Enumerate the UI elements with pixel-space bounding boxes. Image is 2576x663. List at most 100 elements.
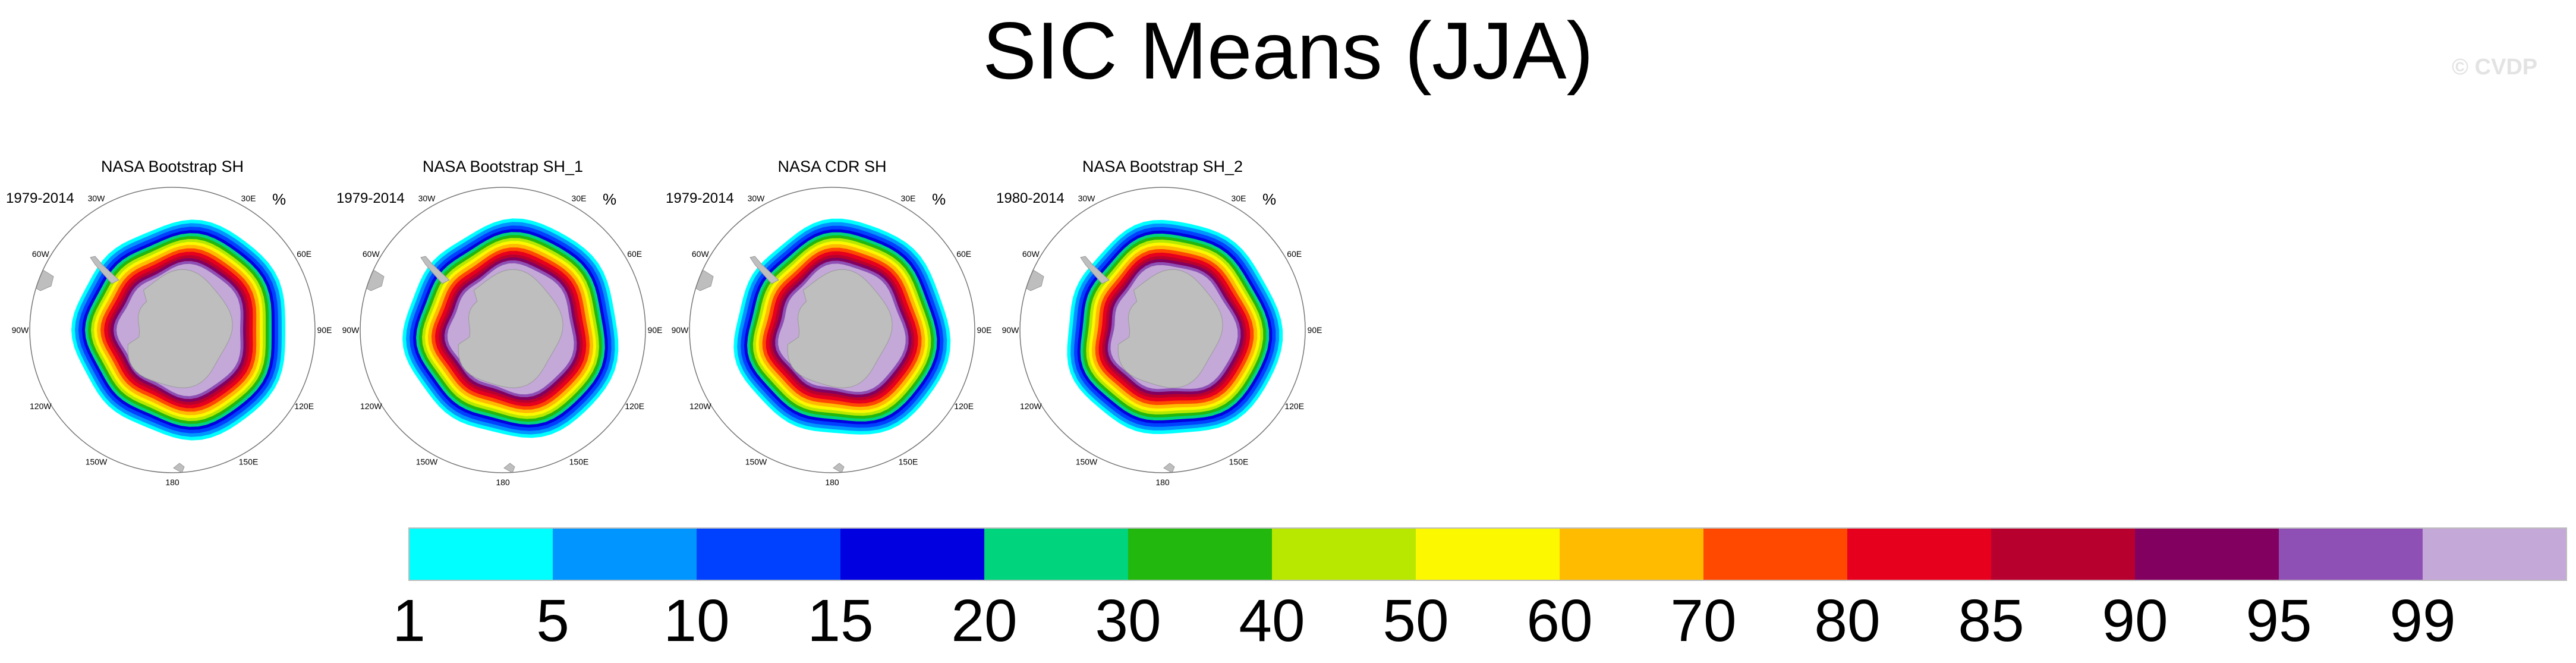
colorbar-label: 95 [2246, 587, 2312, 654]
colorbar-box-12 [2135, 528, 2279, 580]
colorbar-label: 80 [1814, 587, 1880, 654]
polar-map: 0 30E 60E 90E 120E 150E 180 150W 120W 90W 60W 30W [12, 181, 332, 487]
longitude-label: 90W [12, 325, 30, 335]
colorbar-box-0 [409, 528, 553, 580]
colorbar-box-9 [1703, 528, 1847, 580]
cvdp-watermark: © CVDP [2452, 55, 2538, 80]
panel-title: NASA Bootstrap SH [100, 158, 244, 175]
panel-title: NASA Bootstrap SH_2 [1082, 158, 1243, 175]
longitude-label: 150E [239, 457, 259, 467]
colorbar-label: 5 [536, 587, 569, 654]
panel-units: % [272, 190, 286, 208]
colorbar-label: 1 [392, 587, 426, 654]
antarctic-peninsula [1080, 256, 1110, 284]
longitude-label: 120E [625, 401, 644, 411]
map-panel: NASA Bootstrap SH_1 1979-2014% 0 30E 60E 90E 1… [336, 158, 669, 497]
longitude-label: 0 [170, 181, 175, 183]
longitude-label: 30E [241, 193, 256, 203]
longitude-label: 60E [297, 249, 311, 259]
colorbar-box-3 [840, 528, 984, 580]
colorbar-box-2 [697, 528, 840, 580]
longitude-label: 30W [748, 193, 766, 203]
panel-title: NASA Bootstrap SH_1 [422, 158, 584, 175]
new-zealand-landmass [503, 463, 515, 473]
longitude-label: 180 [1155, 477, 1170, 487]
map-boundary [360, 187, 646, 473]
longitude-label: 120W [30, 401, 52, 411]
longitude-label: 90W [342, 325, 360, 335]
colorbar-label: 85 [1958, 587, 2024, 654]
longitude-label: 150E [569, 457, 589, 467]
colorbar-label: 70 [1670, 587, 1736, 654]
longitude-label: 30E [1232, 193, 1246, 203]
antarctica-landmass [787, 269, 893, 388]
longitude-label: 150W [86, 457, 108, 467]
colorbar-box-6 [1272, 528, 1416, 580]
colorbar-label: 15 [807, 587, 873, 654]
map-panel: NASA CDR SH 1979-2014% 0 30E 60E 90E 120E 150E 1… [666, 158, 999, 497]
longitude-label: 60W [32, 249, 50, 259]
longitude-label: 90E [648, 325, 663, 335]
panel-years: 1980-2014 [996, 190, 1065, 206]
longitude-label: 90W [672, 325, 689, 335]
longitude-label: 60E [1287, 249, 1302, 259]
map-boundary [29, 187, 316, 473]
panel-units: % [1262, 190, 1277, 208]
new-zealand-landmass [1163, 463, 1175, 473]
colorbar-label: 90 [2102, 587, 2168, 654]
longitude-label: 120W [1020, 401, 1042, 411]
longitude-label: 90E [977, 325, 992, 335]
colorbar-label: 30 [1095, 587, 1161, 654]
longitude-label: 60W [692, 249, 710, 259]
longitude-label: 60W [1022, 249, 1040, 259]
longitude-label: 150W [745, 457, 767, 467]
colorbar-label: 50 [1383, 587, 1448, 654]
longitude-label: 60E [627, 249, 642, 259]
antarctica-landmass [127, 269, 233, 388]
longitude-label: 0 [500, 181, 505, 183]
longitude-label: 180 [496, 477, 510, 487]
polar-map: 0 30E 60E 90E 120E 150E 180 150W 120W 90W 60W 30W [672, 181, 992, 487]
panel-years: 1979-2014 [336, 190, 405, 206]
colorbar-box-11 [1991, 528, 2135, 580]
longitude-label: 120E [294, 401, 314, 411]
antarctica-landmass [1117, 269, 1223, 388]
colorbar-box-13 [2279, 528, 2423, 580]
polar-map: 0 30E 60E 90E 120E 150E 180 150W 120W 90W 60W 30W [342, 181, 663, 487]
longitude-label: 150E [1229, 457, 1249, 467]
colorbar-box-5 [1128, 528, 1272, 580]
antarctic-peninsula [750, 256, 779, 284]
longitude-label: 150W [416, 457, 438, 467]
colorbar-box-7 [1416, 528, 1560, 580]
colorbar-outline [408, 527, 2567, 581]
longitude-label: 90E [317, 325, 332, 335]
longitude-label: 30W [1078, 193, 1096, 203]
longitude-label: 120E [1284, 401, 1304, 411]
colorbar-label: 99 [2389, 587, 2455, 654]
polar-map: 0 30E 60E 90E 120E 150E 180 150W 120W 90W 60W 30W [1002, 181, 1322, 487]
longitude-label: 60W [363, 249, 380, 259]
antarctic-peninsula [420, 256, 450, 284]
longitude-label: 90W [1002, 325, 1020, 335]
longitude-label: 30E [572, 193, 587, 203]
longitude-label: 120W [360, 401, 382, 411]
panel-units: % [603, 190, 617, 208]
colorbar-box-8 [1560, 528, 1703, 580]
longitude-label: 30E [901, 193, 916, 203]
map-panel: NASA Bootstrap SH 1979-2014% 0 30E 60E 90E 120… [6, 158, 339, 497]
antarctic-peninsula [90, 256, 119, 284]
longitude-label: 30W [88, 193, 106, 203]
panel-years: 1979-2014 [6, 190, 74, 206]
new-zealand-landmass [833, 463, 845, 473]
longitude-label: 90E [1308, 325, 1322, 335]
longitude-label: 120W [689, 401, 711, 411]
longitude-label: 180 [825, 477, 839, 487]
antarctica-landmass [458, 269, 563, 388]
longitude-label: 150W [1076, 457, 1098, 467]
longitude-label: 150E [899, 457, 918, 467]
colorbar-label: 10 [663, 587, 729, 654]
longitude-label: 120E [954, 401, 974, 411]
panel-years: 1979-2014 [666, 190, 734, 206]
colorbar-label: 60 [1526, 587, 1592, 654]
